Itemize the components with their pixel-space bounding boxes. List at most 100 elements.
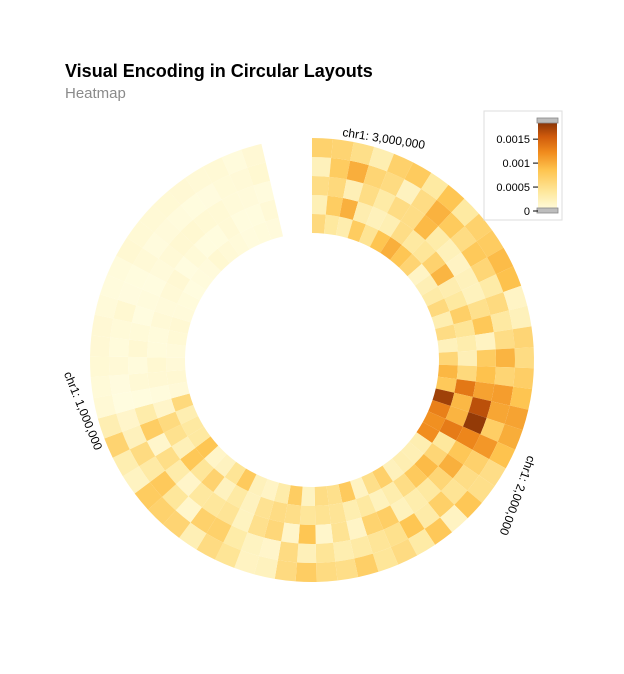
heatmap-cell [136,289,160,312]
heatmap-cell [414,274,438,296]
heatmap-cell [487,247,514,275]
heatmap-cell [323,214,340,236]
heatmap-cell [390,538,418,565]
heatmap-cell [410,188,437,215]
heatmap-cell [221,149,248,175]
heatmap-cell [94,294,119,319]
heatmap-cell [400,204,426,230]
heatmap-cell [514,347,535,369]
heatmap-cell [131,305,155,327]
heatmap-cell [355,494,377,518]
heatmap-cell [175,496,202,523]
heatmap-cell [247,514,270,538]
legend-brush-top[interactable] [536,117,559,124]
heatmap-cell [478,274,504,299]
heatmap-cell [153,190,181,219]
heatmap-cell [343,179,364,202]
heatmap-cell [414,502,441,529]
legend-color-bar [538,120,557,211]
heatmap-cell [452,464,480,491]
heatmap-cell [116,408,140,432]
heatmap-cell [445,252,471,277]
heatmap-cell [461,282,486,305]
heatmap-cell [430,263,455,287]
heatmap-cell [428,491,455,518]
heatmap-cell [436,184,465,213]
heatmap-cell [456,335,477,352]
heatmap-cell [468,397,492,419]
heatmap-cell [180,447,205,472]
heatmap-cell [159,282,184,304]
heatmap-cell [346,160,369,184]
heatmap-cell [155,446,181,471]
heatmap-cell [213,454,236,477]
heatmap-cell [166,205,194,232]
heatmap-cell [413,214,439,241]
heatmap-cell [382,458,405,482]
heatmap-cell [204,445,227,469]
heatmap-cell [284,503,302,525]
heatmap-cell [259,537,282,561]
heatmap-cell [168,381,190,399]
heatmap-cell [454,490,482,519]
heatmap-cell [281,522,300,544]
heatmap-cell [142,273,167,297]
heatmap-cell [150,311,173,331]
heatmap-cell [381,481,404,506]
legend-tick-label: 0 [524,206,530,218]
heatmap-cell [109,337,130,357]
heatmap-cell [295,562,317,583]
heatmap-cell [217,216,241,241]
heatmap-cell [217,240,240,264]
heatmap-cell [427,466,453,492]
heatmap-cell [485,292,509,316]
heatmap-cell [404,162,432,189]
heatmap-cell [183,244,208,269]
heatmap-cell [247,162,271,186]
heatmap-cell [175,404,198,425]
heatmap-cell [212,174,238,200]
heatmap-cell [330,521,351,543]
heatmap-cell [183,279,207,301]
heatmap-cell [168,231,194,257]
heatmap-cell [312,176,330,196]
heatmap-cell [179,522,207,550]
heatmap-cell [201,492,227,518]
heatmap-cell [456,365,477,382]
heatmap-cell [427,298,450,318]
heatmap-cell [412,240,437,264]
heatmap-cell [113,299,137,323]
heatmap-cell [254,496,274,520]
heatmap-cell [358,183,380,207]
heatmap-cell [190,458,214,483]
heatmap-cell [124,264,150,290]
heatmap-cell [335,558,359,581]
heatmap-cell [403,488,429,514]
heatmap-cell [457,350,477,367]
heatmap-cell [445,406,469,427]
heatmap-cell [390,497,415,523]
heatmap-cell [368,488,391,513]
heatmap-cell [486,401,510,425]
heatmap-cell [453,319,476,338]
heatmap-cell [201,468,225,493]
heatmap-cell [386,153,414,180]
heatmap-cell [148,326,170,344]
legend-brush-bottom[interactable] [536,207,559,214]
heatmap-cell [157,411,181,433]
heatmap-cell [451,198,479,227]
heatmap-cell [454,266,479,291]
heatmap-cell [252,221,272,244]
heatmap-cell [325,195,344,217]
heatmap-cell [424,517,453,545]
heatmap-cell [187,426,211,448]
heatmap-cell [447,440,473,465]
heatmap-cell [383,522,409,548]
heatmap-cell [314,505,331,525]
heatmap-cell [129,441,156,467]
heatmap-cell [437,337,458,353]
heatmap-cell [269,500,288,523]
heatmap-cell [260,478,279,501]
heatmap-cell [509,386,533,410]
